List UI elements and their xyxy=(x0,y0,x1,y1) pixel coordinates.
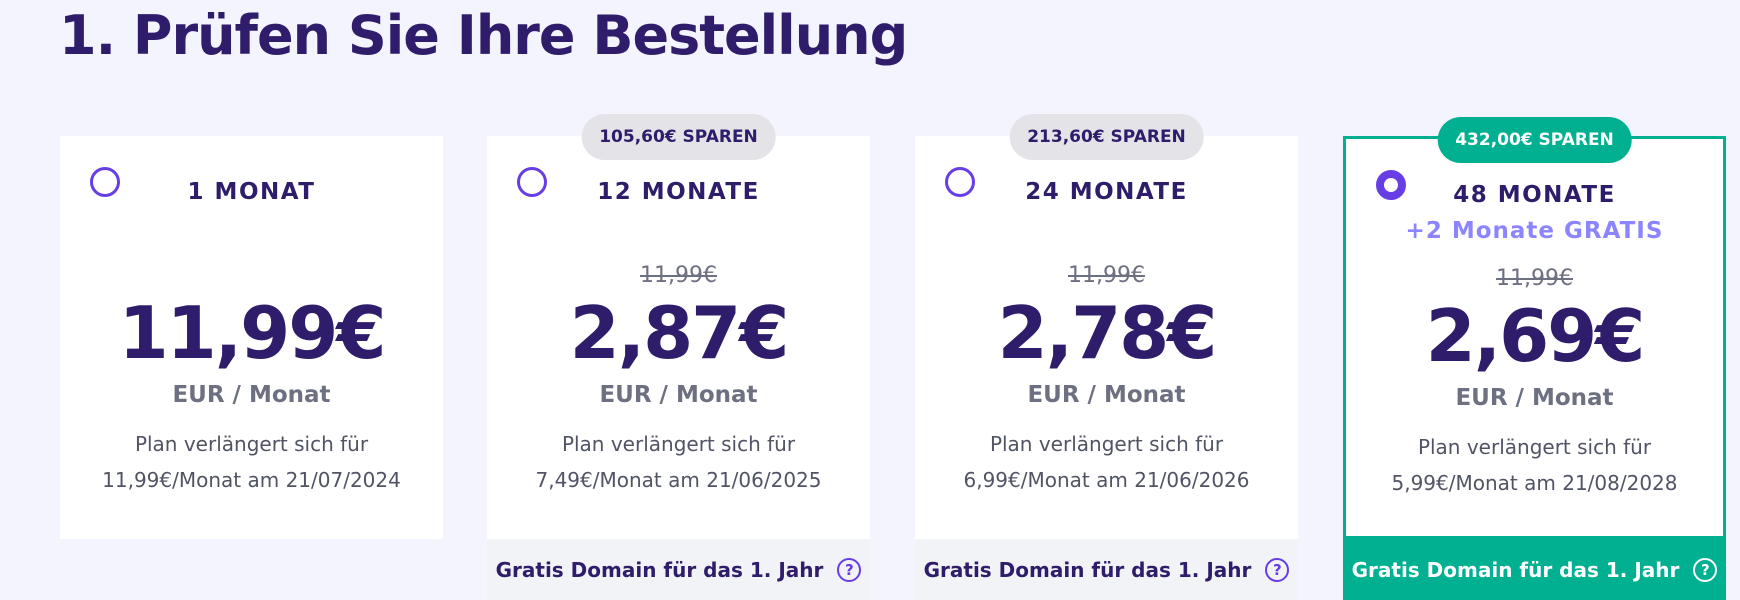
help-icon[interactable]: ? xyxy=(1265,557,1290,582)
plan-price-unit: EUR / Monat xyxy=(1027,382,1186,408)
free-domain-label: Gratis Domain für das 1. Jahr xyxy=(495,557,824,582)
plan-renewal-price: 6,99€/Monat am 21/06/2026 xyxy=(963,468,1250,492)
plan-price: 11,99€ xyxy=(118,291,387,375)
plan-price-unit: EUR / Monat xyxy=(599,382,758,408)
plan-renewal-price: 11,99€/Monat am 21/07/2024 xyxy=(102,468,401,492)
plan-old-price: 11,99€ xyxy=(640,263,717,288)
plan-renewal-text: Plan verlängert sich für xyxy=(134,432,369,456)
plan-card-24-months[interactable]: 213,60€ SPAREN 24 MONATE 11,99€ 2,78€ EU… xyxy=(915,114,1298,539)
plan-price: 2,87€ xyxy=(569,291,790,375)
plan-renewal-text: Plan verlängert sich für xyxy=(989,432,1224,456)
free-domain-bar-24-months: Gratis Domain für das 1. Jahr ? xyxy=(915,539,1298,600)
savings-badge: 432,00€ SPAREN xyxy=(1437,117,1632,163)
free-domain-label: Gratis Domain für das 1. Jahr xyxy=(923,557,1252,582)
plan-old-price: 11,99€ xyxy=(1068,263,1145,288)
plan-radio-48-months[interactable] xyxy=(1376,170,1406,200)
free-domain-bar-12-months: Gratis Domain für das 1. Jahr ? xyxy=(487,539,870,600)
plan-radio-24-months[interactable] xyxy=(945,167,975,197)
help-icon[interactable]: ? xyxy=(837,557,862,582)
plan-radio-1-month[interactable] xyxy=(90,167,120,197)
plan-card-12-months[interactable]: 105,60€ SPAREN 12 MONATE 11,99€ 2,87€ EU… xyxy=(487,114,870,539)
savings-badge: 105,60€ SPAREN xyxy=(581,114,776,160)
plan-price: 2,78€ xyxy=(997,291,1218,375)
plan-price-unit: EUR / Monat xyxy=(172,382,331,408)
plan-term: 24 MONATE xyxy=(1025,179,1188,205)
plan-old-price: 11,99€ xyxy=(1496,266,1573,291)
plan-radio-12-months[interactable] xyxy=(517,167,547,197)
page-title: 1. Prüfen Sie Ihre Bestellung xyxy=(59,4,908,67)
plan-term: 48 MONATE xyxy=(1453,182,1616,208)
plan-card-1-month[interactable]: 1 MONAT 11,99€ EUR / Monat Plan verlänge… xyxy=(60,136,443,539)
plan-price: 2,69€ xyxy=(1425,294,1646,378)
plan-price-unit: EUR / Monat xyxy=(1455,385,1614,411)
plan-renewal-price: 7,49€/Monat am 21/06/2025 xyxy=(535,468,822,492)
plan-bonus: +2 Monate GRATIS xyxy=(1405,218,1664,244)
plan-card-48-months[interactable]: 432,00€ SPAREN 48 MONATE +2 Monate GRATI… xyxy=(1343,117,1726,539)
plan-term: 12 MONATE xyxy=(597,179,760,205)
free-domain-bar-48-months: Gratis Domain für das 1. Jahr ? xyxy=(1343,539,1726,600)
free-domain-label: Gratis Domain für das 1. Jahr xyxy=(1351,557,1680,582)
plan-renewal-text: Plan verlängert sich für xyxy=(561,432,796,456)
help-icon[interactable]: ? xyxy=(1693,557,1718,582)
plan-renewal-text: Plan verlängert sich für xyxy=(1417,435,1652,459)
plan-renewal-price: 5,99€/Monat am 21/08/2028 xyxy=(1391,471,1678,495)
savings-badge: 213,60€ SPAREN xyxy=(1009,114,1204,160)
plan-term: 1 MONAT xyxy=(187,179,316,205)
